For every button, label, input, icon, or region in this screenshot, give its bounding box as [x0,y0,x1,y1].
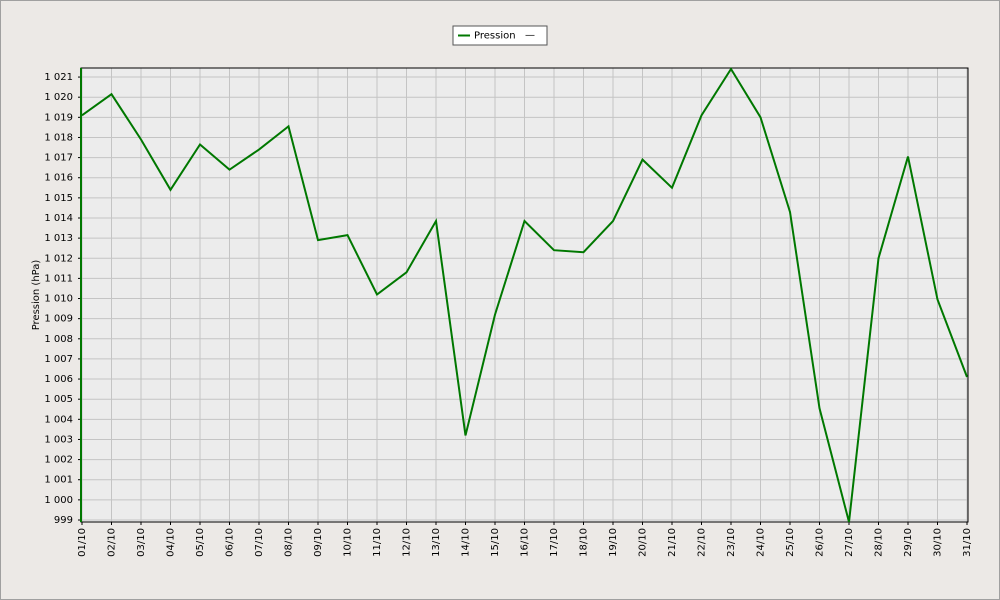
y-tick-label: 1 020 [44,92,73,103]
x-tick-label: 02/10 [107,528,118,557]
legend: Pression — [452,25,548,46]
y-tick-label: 1 001 [44,475,73,486]
x-tick-label: 03/10 [136,528,147,557]
x-tick-label: 05/10 [195,528,206,557]
legend-label: Pression [474,31,516,42]
x-tick-label: 29/10 [903,528,914,557]
y-tick-label: 999 [54,515,73,526]
y-tick-label: 1 014 [44,213,73,224]
x-tick-label: 06/10 [225,528,236,557]
x-tick-label: 04/10 [166,528,177,557]
y-tick-label: 1 010 [44,294,73,305]
x-tick-label: 21/10 [667,528,678,557]
x-tick-label: 22/10 [697,528,708,557]
y-tick-label: 1 015 [44,193,73,204]
x-tick-label: 30/10 [933,528,944,557]
y-tick-label: 1 016 [44,173,73,184]
y-tick-label: 1 007 [44,354,73,365]
x-tick-label: 13/10 [431,528,442,557]
y-tick-label: 1 000 [44,495,73,506]
legend-extra: — [525,30,535,41]
x-tick-label: 16/10 [520,528,531,557]
y-tick-label: 1 002 [44,455,73,466]
y-axis-label: Pression (hPa) [31,260,42,331]
y-tick-label: 1 013 [44,233,73,244]
legend-box [452,25,548,46]
x-tick-label: 28/10 [874,528,885,557]
y-tick-label: 1 009 [44,314,73,325]
x-tick-label: 19/10 [608,528,619,557]
x-tick-label: 24/10 [756,528,767,557]
x-tick-label: 17/10 [549,528,560,557]
x-tick-label: 31/10 [962,528,973,557]
y-tick-label: 1 011 [44,273,73,284]
y-tick-label: 1 012 [44,253,73,264]
y-tick-label: 1 021 [44,72,73,83]
x-tick-label: 10/10 [343,528,354,557]
y-tick-label: 1 019 [44,112,73,123]
x-tick-label: 12/10 [402,528,413,557]
x-tick-label: 15/10 [490,528,501,557]
data-line [81,67,968,523]
x-tick-label: 18/10 [579,528,590,557]
y-tick-label: 1 008 [44,334,73,345]
x-tick-label: 20/10 [638,528,649,557]
x-tick-label: 08/10 [284,528,295,557]
y-tick-label: 1 005 [44,394,73,405]
x-tick-label: 11/10 [372,528,383,557]
x-tick-label: 27/10 [844,528,855,557]
y-tick-label: 1 017 [44,153,73,164]
y-tick-label: 1 004 [44,414,73,425]
x-tick-label: 01/10 [77,528,88,557]
y-tick-label: 1 003 [44,434,73,445]
y-tick-label: 1 006 [44,374,73,385]
x-tick-label: 25/10 [785,528,796,557]
x-tick-label: 14/10 [461,528,472,557]
x-tick-label: 26/10 [815,528,826,557]
y-tick-label: 1 018 [44,132,73,143]
x-tick-label: 09/10 [313,528,324,557]
x-tick-label: 23/10 [726,528,737,557]
x-tick-label: 07/10 [254,528,265,557]
